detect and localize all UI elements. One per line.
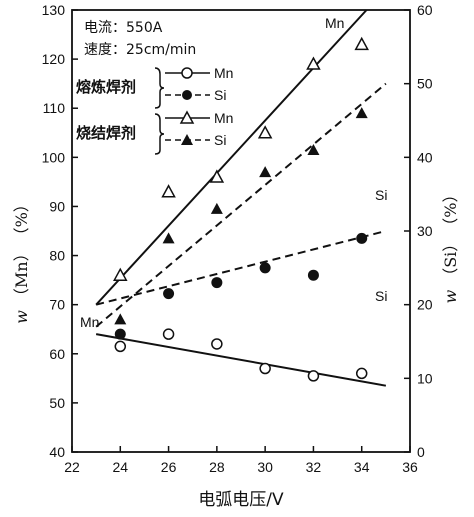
legend-brace-sintered bbox=[154, 113, 165, 155]
legend-text-melted-mn: Mn bbox=[214, 65, 233, 81]
data-point-filled-triangle bbox=[162, 232, 175, 244]
fit-label-mn-upper: Mn bbox=[325, 15, 344, 31]
y-left-tick-label: 50 bbox=[49, 395, 65, 411]
y-left-tick-label: 90 bbox=[49, 198, 65, 214]
y-right-tick-label: 60 bbox=[417, 2, 433, 18]
x-tick-label: 22 bbox=[64, 459, 80, 475]
data-point-open-circle bbox=[259, 362, 271, 375]
data-point-filled-circle bbox=[356, 232, 368, 244]
x-tick-label: 32 bbox=[306, 459, 322, 475]
legend-marker-open-triangle bbox=[179, 110, 195, 124]
y-left-tick-label: 70 bbox=[49, 297, 65, 313]
data-point-open-circle bbox=[114, 340, 127, 353]
legend: 熔炼焊剂 Mn Si 烧结焊剂 Mn Si bbox=[76, 65, 233, 155]
y-left-tick-label: 40 bbox=[49, 444, 65, 460]
data-markers bbox=[113, 36, 369, 382]
data-point-filled-circle bbox=[163, 288, 175, 300]
y-left-unit: （%） bbox=[12, 196, 31, 235]
data-point-open-triangle bbox=[354, 36, 369, 51]
y-left-sym: （Mn） bbox=[12, 245, 31, 304]
data-point-open-triangle bbox=[113, 267, 128, 281]
y-right-tick-label: 20 bbox=[417, 297, 433, 313]
x-tick-label: 34 bbox=[354, 459, 370, 475]
data-point-filled-triangle bbox=[355, 107, 368, 119]
fit-label-mn-lower: Mn bbox=[80, 314, 99, 330]
fit-line-3 bbox=[95, 230, 387, 306]
data-point-open-circle bbox=[307, 370, 320, 382]
fit-line-2 bbox=[95, 82, 387, 328]
x-tick-label: 26 bbox=[161, 459, 177, 475]
legend-text-melted-si: Si bbox=[214, 87, 226, 103]
x-tick-label: 24 bbox=[112, 459, 128, 475]
data-point-filled-circle bbox=[307, 269, 319, 281]
data-point-filled-circle bbox=[211, 277, 223, 289]
data-point-open-triangle bbox=[306, 56, 321, 70]
data-point-filled-circle bbox=[114, 328, 126, 340]
legend-marker-filled-circle bbox=[182, 90, 192, 100]
legend-text-sintered-mn: Mn bbox=[214, 110, 233, 126]
x-tick-label: 36 bbox=[402, 459, 418, 475]
fit-line-0 bbox=[95, 9, 368, 306]
y-left-tick-label: 130 bbox=[42, 2, 66, 18]
data-point-open-triangle bbox=[257, 125, 273, 139]
y-right-sym: （Si） bbox=[441, 236, 460, 284]
data-point-open-triangle bbox=[209, 169, 225, 183]
data-point-filled-triangle bbox=[210, 202, 223, 214]
y-left-tick-label: 100 bbox=[42, 149, 66, 165]
y-left-tick-label: 80 bbox=[49, 248, 65, 264]
svg-text:w（Mn）（%）: w （Mn） （%） bbox=[12, 196, 31, 324]
data-point-open-circle bbox=[355, 367, 368, 380]
axis-ticks: 22 24 26 28 30 32 34 36405060708090100110120130… bbox=[42, 2, 433, 475]
y-right-tick-label: 50 bbox=[417, 76, 433, 92]
data-point-open-triangle bbox=[161, 184, 176, 198]
annotation-current: 电流：550A bbox=[84, 20, 163, 36]
fit-label-si-upper: Si bbox=[375, 187, 387, 203]
y-left-tick-label: 110 bbox=[43, 100, 66, 116]
y-left-var: w bbox=[12, 310, 31, 324]
plot-frame bbox=[71, 9, 411, 453]
y-right-tick-label: 10 bbox=[417, 370, 433, 386]
y-right-tick-label: 40 bbox=[417, 149, 433, 165]
data-point-filled-triangle bbox=[114, 313, 127, 325]
x-tick-label: 30 bbox=[257, 459, 273, 475]
legend-text-sintered-si: Si bbox=[214, 132, 226, 148]
y-right-unit: （%） bbox=[441, 186, 460, 225]
legend-group-sintered: 烧结焊剂 bbox=[76, 124, 136, 142]
data-point-open-circle bbox=[162, 328, 175, 340]
legend-group-melted: 熔炼焊剂 bbox=[76, 78, 136, 96]
data-point-open-circle bbox=[211, 338, 223, 350]
svg-text:w（Si）（%）: w （Si） （%） bbox=[441, 186, 460, 303]
data-point-filled-triangle bbox=[307, 143, 320, 155]
y-right-var: w bbox=[441, 290, 460, 304]
fit-line-1 bbox=[95, 333, 387, 387]
legend-marker-open-circle bbox=[181, 67, 193, 79]
fit-lines bbox=[95, 9, 387, 387]
annotation-speed: 速度：25cm/min bbox=[84, 42, 196, 58]
x-axis-title: 电弧电压/V bbox=[198, 490, 284, 510]
y-axis-title-right: w （Si） （%） bbox=[441, 186, 460, 303]
data-point-filled-triangle bbox=[259, 166, 272, 178]
x-tick-label: 28 bbox=[209, 459, 225, 475]
data-point-filled-circle bbox=[259, 262, 271, 274]
fit-label-si-lower: Si bbox=[375, 288, 387, 304]
y-right-tick-label: 0 bbox=[417, 444, 425, 460]
legend-marker-filled-triangle bbox=[181, 134, 193, 145]
legend-brace-melted bbox=[154, 67, 165, 109]
y-left-tick-label: 120 bbox=[42, 51, 66, 67]
y-axis-title-left: w （Mn） （%） bbox=[12, 196, 31, 324]
y-left-tick-label: 60 bbox=[49, 346, 65, 362]
y-right-tick-label: 30 bbox=[417, 223, 433, 239]
